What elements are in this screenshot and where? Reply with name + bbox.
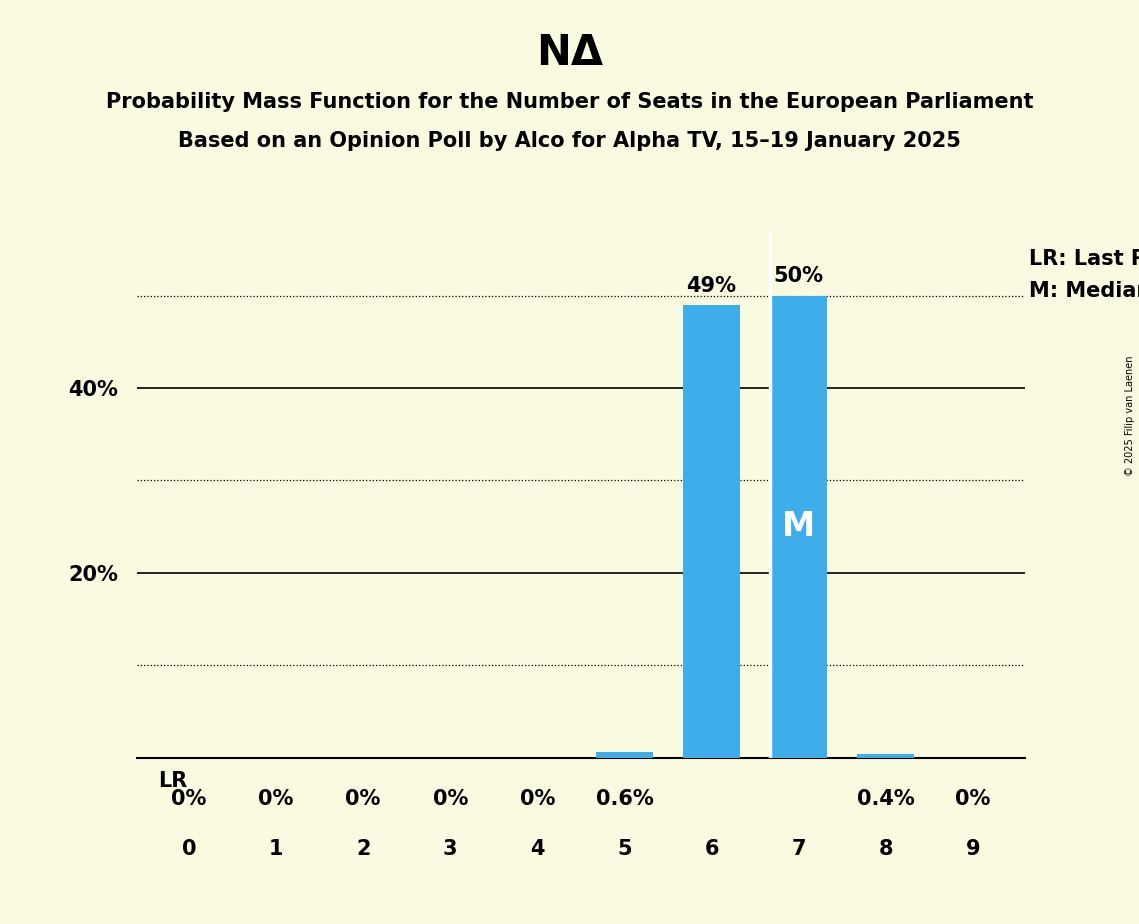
Text: 0%: 0%	[345, 789, 380, 809]
Bar	[858, 754, 915, 758]
Text: Probability Mass Function for the Number of Seats in the European Parliament: Probability Mass Function for the Number…	[106, 92, 1033, 113]
Bar	[770, 296, 827, 758]
Text: LR: LR	[158, 771, 188, 791]
Text: © 2025 Filip van Laenen: © 2025 Filip van Laenen	[1125, 356, 1134, 476]
Text: 0%: 0%	[259, 789, 294, 809]
Text: M: M	[782, 510, 816, 543]
Text: 0.4%: 0.4%	[857, 789, 915, 809]
Bar	[683, 305, 740, 758]
Bar	[596, 752, 653, 758]
Text: M: Median: M: Median	[1030, 281, 1139, 301]
Text: 49%: 49%	[687, 275, 737, 296]
Text: Based on an Opinion Poll by Alco for Alpha TV, 15–19 January 2025: Based on an Opinion Poll by Alco for Alp…	[178, 131, 961, 152]
Text: 0%: 0%	[171, 789, 206, 809]
Text: 0.6%: 0.6%	[596, 789, 654, 809]
Text: 0%: 0%	[519, 789, 555, 809]
Text: 0%: 0%	[433, 789, 468, 809]
Text: 50%: 50%	[773, 266, 823, 286]
Text: LR: Last Result: LR: Last Result	[1030, 249, 1139, 269]
Text: 0%: 0%	[956, 789, 991, 809]
Text: NΔ: NΔ	[536, 32, 603, 74]
